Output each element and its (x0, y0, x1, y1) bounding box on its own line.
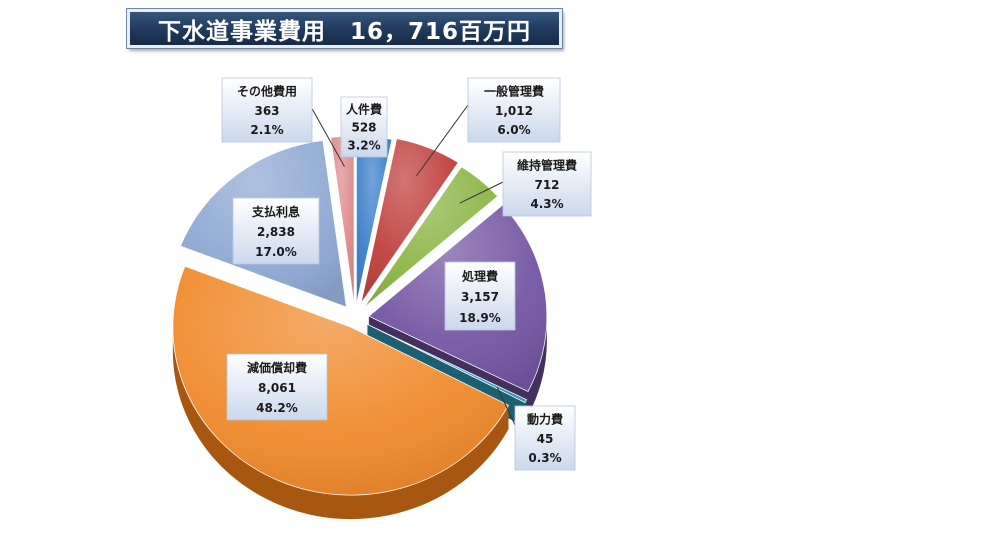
data-label-box (514, 405, 576, 471)
slice-value-label: 45 (537, 432, 554, 446)
pie-slice-highlight (361, 138, 459, 304)
pie-slice-side (527, 316, 547, 416)
leader-line (309, 104, 345, 167)
pie-slice-highlight (330, 136, 355, 305)
slice-value-label: 363 (254, 104, 279, 118)
slice-name-label: 処理費 (461, 269, 498, 284)
slice-percent-label: 3.2% (347, 139, 380, 153)
data-label-box (444, 261, 516, 331)
pie-slice-highlight (364, 166, 498, 308)
slice-name-label: 支払利息 (251, 204, 300, 219)
slice-percent-label: 2.1% (250, 123, 283, 137)
slice-value-label: 712 (534, 178, 559, 192)
slice-value-label: 2,838 (257, 225, 295, 239)
slice-percent-label: 0.3% (528, 451, 561, 465)
slice-percent-label: 17.0% (255, 245, 297, 259)
leader-line (496, 387, 516, 426)
slice-name-label: 人件費 (346, 101, 382, 116)
data-label-box (340, 96, 388, 158)
leader-line (416, 104, 469, 177)
slice-name-label: 減価償却費 (247, 360, 307, 375)
slice-value-label: 3,157 (461, 290, 499, 304)
slice-value-label: 8,061 (258, 381, 296, 395)
pie-slice-side (172, 327, 509, 520)
slice-name-label: 動力費 (527, 411, 563, 426)
pie-slice-highlight (367, 324, 527, 403)
slice-value-label: 528 (351, 121, 376, 135)
slice-name-label: その他費用 (237, 83, 297, 98)
leader-line (459, 181, 504, 204)
pie-slice-highlight (356, 136, 392, 305)
slice-name-label: 一般管理費 (484, 83, 544, 98)
data-label-box (221, 77, 313, 143)
slice-name-label: 維持管理費 (517, 157, 577, 172)
pie-slice-highlight (172, 266, 509, 496)
slice-percent-label: 48.2% (256, 401, 298, 415)
slice-percent-label: 4.3% (530, 197, 563, 211)
slice-percent-label: 6.0% (497, 123, 530, 137)
data-label-box (232, 197, 320, 265)
chart-title: 下水道事業費用 16，716百万円 (127, 9, 562, 48)
data-label-box (467, 77, 561, 143)
slice-percent-label: 18.9% (459, 311, 501, 325)
slice-value-label: 1,012 (495, 104, 533, 118)
data-label-box (502, 151, 592, 217)
data-label-box (226, 353, 328, 421)
